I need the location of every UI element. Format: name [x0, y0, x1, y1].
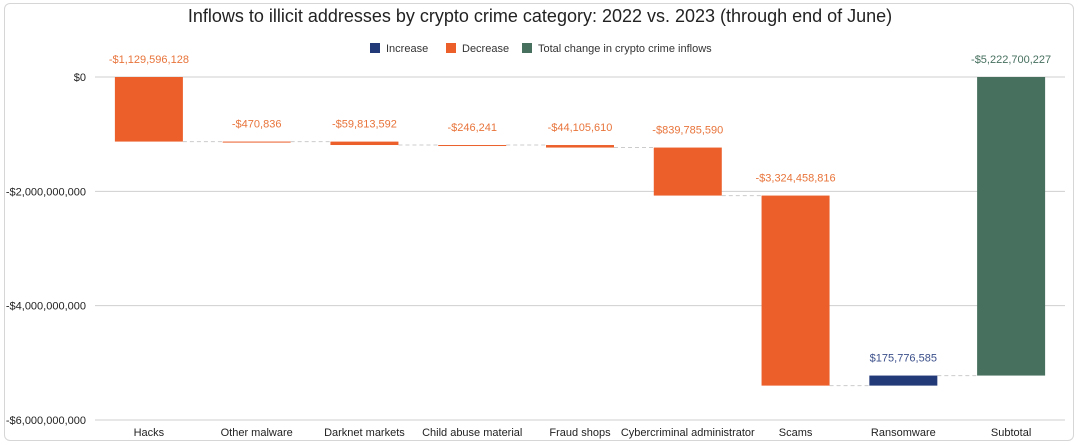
bar-other-malware [222, 141, 291, 143]
legend-label: Total change in crypto crime inflows [538, 43, 712, 55]
y-tick-label: $0 [74, 72, 86, 84]
category-label: Hacks [134, 427, 165, 439]
bars [114, 77, 1046, 386]
data-label: $175,776,585 [870, 353, 937, 365]
bar-fraud-shops [546, 145, 614, 148]
category-labels: Hacks Other malware Darknet markets Child a… [134, 427, 1032, 439]
legend-swatch-total-change-in-crypto-crime-inflows [522, 43, 532, 53]
data-label: -$59,813,592 [332, 119, 397, 131]
category-label: Other malware [221, 427, 293, 439]
category-label: Fraud shops [549, 427, 611, 439]
bar-cybercriminal-administrator [653, 147, 722, 196]
data-label: -$246,241 [447, 122, 497, 134]
bar-ransomware [869, 375, 938, 386]
category-label: Darknet markets [324, 427, 405, 439]
bar-hacks [114, 77, 183, 142]
data-label: -$5,222,700,227 [971, 54, 1051, 66]
category-label: Ransomware [871, 427, 936, 439]
category-label: Scams [779, 427, 813, 439]
bar-scams [761, 195, 830, 386]
data-labels: -$1,129,596,128 -$470,836 -$59,813,592 -$24… [109, 54, 1051, 365]
y-tick-label: -$2,000,000,000 [6, 186, 86, 198]
y-tick-label: -$4,000,000,000 [6, 301, 86, 313]
legend-swatch-decrease [446, 43, 456, 53]
category-label: Cybercriminal administrator [621, 427, 755, 439]
chart-frame [4, 3, 1074, 441]
gridlines [95, 76, 1065, 421]
y-axis-ticks: $0 -$2,000,000,000 -$4,000,000,000 -$6,000,… [6, 72, 86, 427]
legend-label: Increase [386, 43, 428, 55]
data-label: -$470,836 [232, 119, 282, 131]
bar-child-abuse-material [438, 145, 507, 147]
data-label: -$839,785,590 [652, 125, 723, 137]
data-label: -$1,129,596,128 [109, 54, 189, 66]
bar-subtotal [977, 77, 1046, 376]
data-label: -$44,105,610 [548, 122, 613, 134]
connector-lines [182, 141, 978, 387]
legend-swatch-increase [370, 43, 380, 53]
data-label: -$3,324,458,816 [755, 173, 835, 185]
category-label: Subtotal [991, 427, 1031, 439]
y-tick-label: -$6,000,000,000 [6, 415, 86, 427]
bar-darknet-markets [330, 141, 399, 146]
category-label: Child abuse material [422, 427, 522, 439]
chart-title: Inflows to illicit addresses by crypto c… [188, 6, 892, 26]
legend: Increase Decrease Total change in crypto c… [370, 43, 712, 55]
legend-label: Decrease [462, 43, 509, 55]
